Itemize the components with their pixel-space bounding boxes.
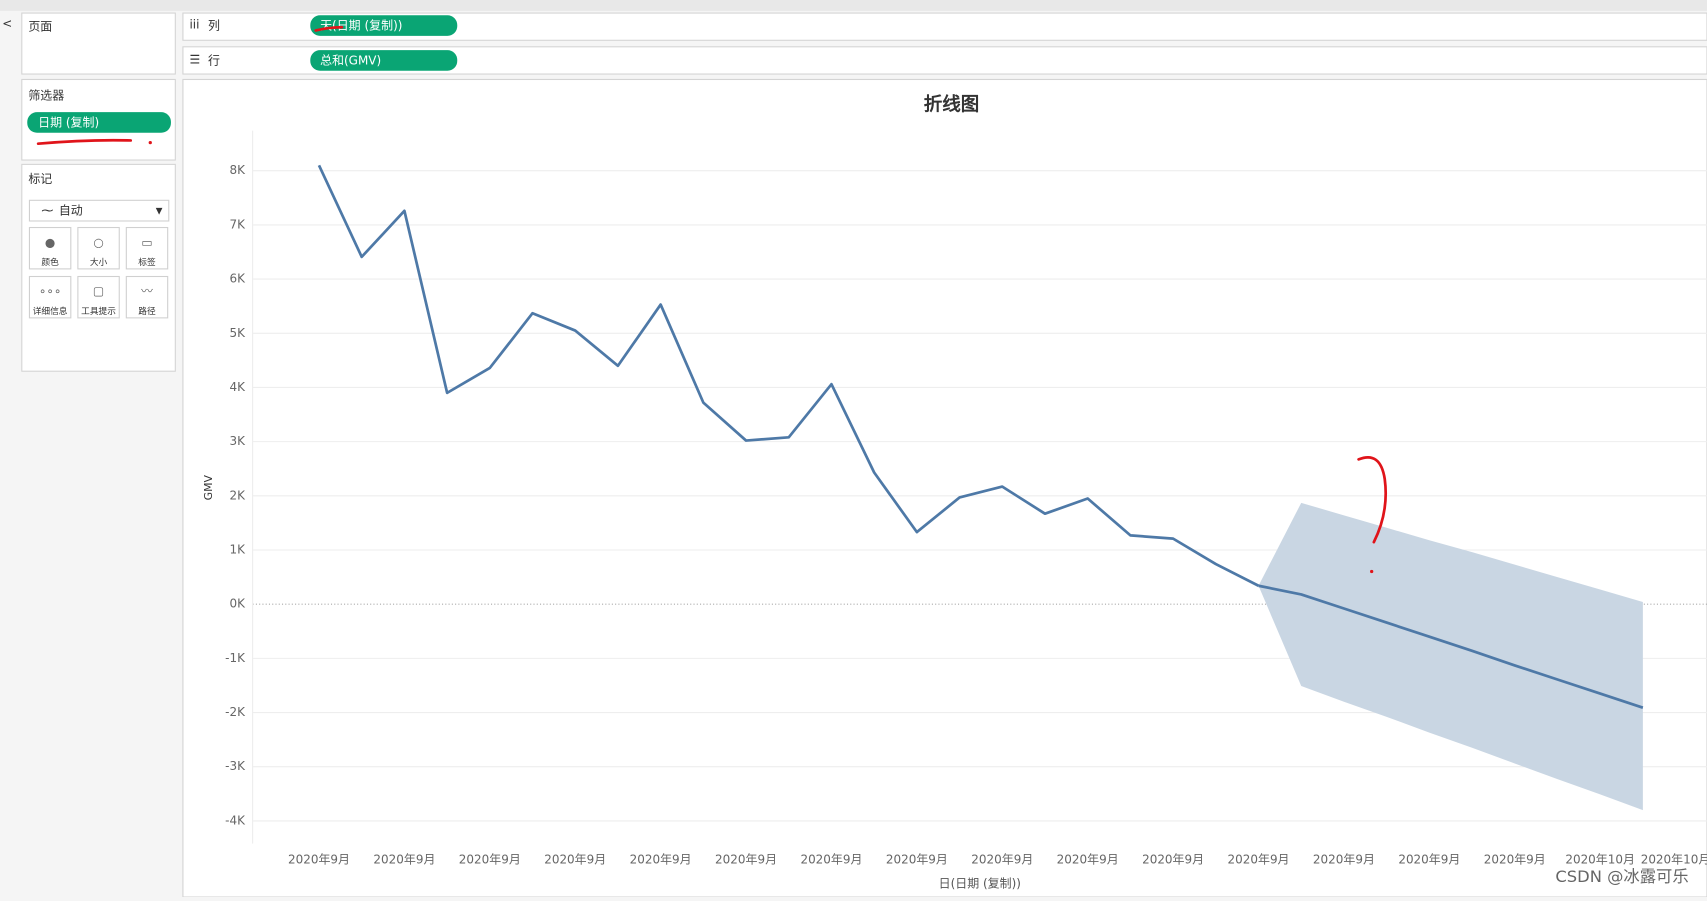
columns-icon: iii [189, 18, 199, 32]
x-tick-label: 2020年9月 [1398, 852, 1460, 866]
series-line [1258, 584, 1644, 709]
x-tick-label: 2020年9月 [630, 852, 692, 866]
chart-panel [182, 78, 1707, 898]
x-tick-label: 2020年9月 [971, 852, 1033, 866]
rows-label: 行 [208, 53, 220, 67]
x-tick-label: 2020年9月 [288, 852, 350, 866]
mark-button[interactable] [77, 275, 120, 319]
x-tick-label: 2020年10月 [1565, 852, 1635, 866]
x-tick-label: 2020年9月 [800, 852, 862, 866]
annotation-dot [148, 140, 152, 145]
mark-type-text[interactable]: 自动 [59, 204, 83, 218]
pages-panel [21, 12, 176, 75]
watermark: CSDN @冰露可乐 [1555, 867, 1688, 886]
mark-button-label[interactable]: 路径 [138, 305, 156, 317]
collapse-arrow[interactable]: < [2, 16, 12, 30]
annotation-dot [1370, 569, 1374, 574]
mark-button-icon: ∘∘∘ [39, 284, 61, 298]
row-pill[interactable] [310, 50, 458, 71]
column-pill[interactable] [310, 15, 458, 36]
x-tick-label: 2020年10月 [1641, 852, 1707, 866]
annotation-underline [36, 138, 133, 146]
mark-button-icon: ▢ [93, 284, 104, 298]
chart-title: 折线图 [924, 94, 980, 116]
x-tick-label: 2020年9月 [459, 852, 521, 866]
row-pill-text[interactable]: 总和(GMV) [320, 53, 381, 67]
y-tick-label: 8K [230, 163, 247, 177]
filter-pill-text[interactable]: 日期 (复制) [38, 116, 99, 130]
y-tick-label: 5K [230, 326, 247, 340]
mark-button-label[interactable]: 工具提示 [81, 306, 116, 317]
mark-button-icon: ▭ [141, 235, 152, 249]
mark-button[interactable] [125, 226, 169, 270]
x-tick-label: 2020年9月 [886, 852, 948, 866]
forecast-band [1258, 502, 1643, 811]
mark-button[interactable] [125, 275, 169, 319]
x-tick-label: 2020年9月 [715, 852, 777, 866]
y-tick-label: -2K [225, 705, 246, 719]
marks-label: 标记 [28, 172, 52, 186]
y-tick-label: -1K [225, 651, 246, 665]
mark-type-dropdown[interactable] [28, 199, 170, 222]
y-tick-label: -3K [225, 759, 246, 773]
dropdown-arrow[interactable]: ▼ [156, 207, 163, 217]
mark-button-label[interactable]: 标签 [138, 256, 156, 268]
x-tick-label: 2020年9月 [1313, 852, 1375, 866]
mark-button-icon: ● [45, 235, 55, 249]
mark-button-label[interactable]: 大小 [90, 256, 108, 268]
y-tick-label: 6K [230, 272, 247, 286]
series-line [317, 164, 1260, 587]
y-tick-label: 1K [230, 542, 247, 556]
x-tick-label: 2020年9月 [544, 852, 606, 866]
y-tick-label: 7K [230, 217, 247, 231]
mark-button[interactable] [77, 226, 120, 270]
toolbar [0, 0, 1707, 11]
x-axis-label: 日(日期 (复制)) [939, 876, 1021, 890]
annotation-underline [314, 25, 344, 32]
mark-button[interactable] [28, 275, 72, 319]
mark-button-label[interactable]: 颜色 [41, 256, 59, 268]
columns-label: 列 [208, 19, 220, 33]
y-tick-label: 2K [230, 488, 247, 502]
x-tick-label: 2020年9月 [1484, 852, 1546, 866]
rows-icon: ☰ [189, 52, 200, 66]
annotation-question [1357, 455, 1388, 544]
x-tick-label: 2020年9月 [1228, 852, 1290, 866]
x-tick-label: 2020年9月 [1142, 852, 1204, 866]
pages-label: 页面 [28, 20, 52, 34]
mark-type-icon: ⁓ [41, 204, 53, 218]
y-tick-label: -4K [225, 813, 246, 827]
filters-label: 筛选器 [28, 87, 64, 102]
filter-pill[interactable] [27, 112, 171, 133]
y-tick-label: 3K [230, 434, 247, 448]
y-axis-label: GMV [202, 475, 215, 501]
x-tick-label: 2020年9月 [1057, 852, 1119, 866]
mark-button[interactable] [28, 226, 72, 270]
y-tick-label: 0K [230, 597, 247, 611]
column-pill-text[interactable]: 天(日期 (复制)) [320, 19, 402, 33]
y-tick-label: 4K [230, 380, 247, 394]
mark-button-label[interactable]: 详细信息 [33, 305, 68, 317]
x-tick-label: 2020年9月 [373, 852, 435, 866]
mark-button-icon: 〰 [141, 284, 153, 298]
mark-button-icon: ○ [93, 235, 103, 249]
